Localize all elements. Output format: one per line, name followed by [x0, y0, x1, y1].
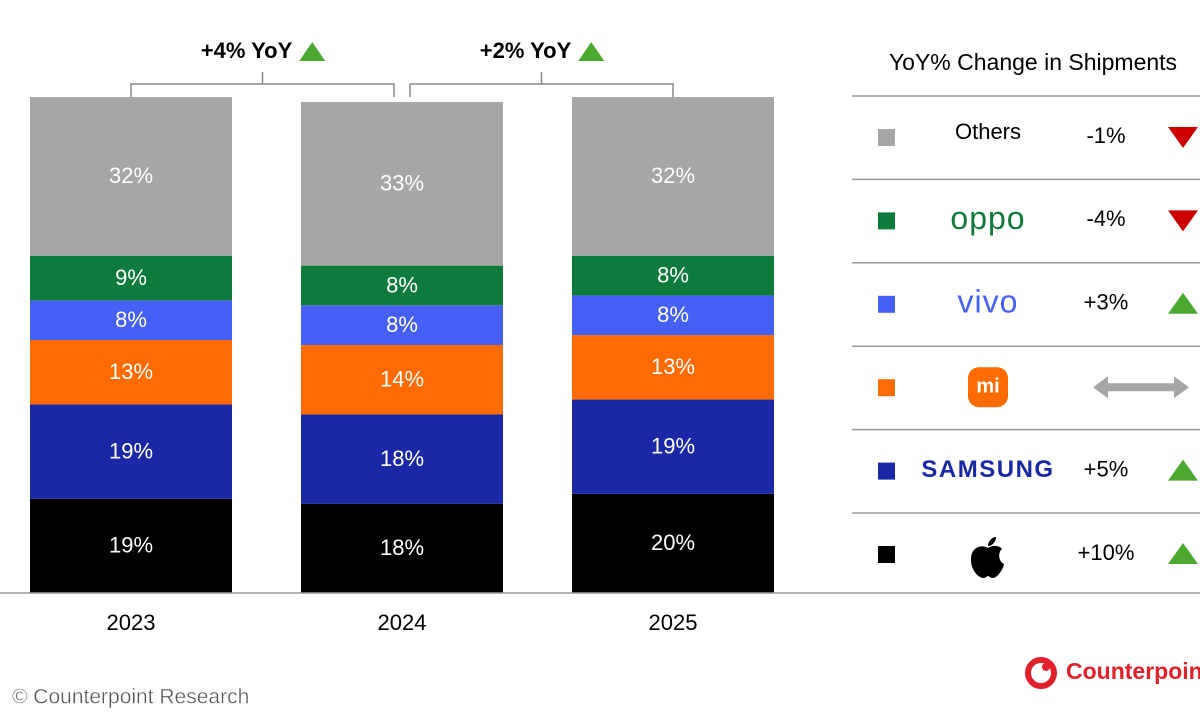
value-label: 19% — [109, 533, 153, 558]
bar-segment — [301, 345, 503, 415]
value-label: 8% — [386, 312, 418, 337]
yoy-label: +10% — [1078, 540, 1135, 565]
value-label: 33% — [380, 171, 424, 196]
bar-segment — [301, 414, 503, 504]
bracket — [409, 72, 674, 97]
brand-icon-dot — [1042, 663, 1050, 671]
bar-segment — [572, 399, 774, 494]
bar-segment — [301, 101, 503, 266]
value-label: 18% — [380, 535, 424, 560]
legend-title: YoY% Change in Shipments — [889, 49, 1177, 75]
legend-swatch — [878, 379, 895, 397]
bar-segment — [572, 493, 774, 593]
annotation-label: +2% YoY — [480, 38, 572, 63]
value-label: 32% — [651, 163, 695, 188]
legend-label: oppo — [950, 200, 1025, 236]
legend-label: mi — [976, 375, 999, 397]
value-label: 19% — [651, 433, 695, 458]
bar-segment — [572, 97, 774, 256]
yoy-arrow — [1168, 459, 1198, 481]
x-tick-label: 2024 — [378, 610, 427, 635]
x-tick-label: 2023 — [107, 610, 156, 635]
yoy-label: -4% — [1086, 206, 1125, 231]
bar-segment — [30, 255, 232, 301]
value-label: 8% — [657, 262, 689, 287]
yoy-label: +5% — [1084, 456, 1129, 481]
brand-name: Counterpoint — [1066, 658, 1200, 684]
legend-swatch — [878, 212, 895, 230]
yoy-arrow — [1168, 210, 1198, 232]
value-label: 9% — [115, 265, 147, 290]
bar-segment — [30, 340, 232, 405]
bar-segment — [30, 498, 232, 593]
copyright: © Counterpoint Research — [12, 686, 249, 709]
value-label: 8% — [657, 302, 689, 327]
legend-label: vivo — [958, 283, 1019, 319]
yoy-arrow — [1168, 543, 1198, 564]
mi-logo-box — [968, 367, 1008, 408]
value-label: 20% — [651, 530, 695, 555]
bar-segment — [301, 503, 503, 593]
yoy-arrow — [1168, 127, 1198, 148]
annotation-label: +4% YoY — [201, 38, 293, 63]
legend-swatch — [878, 129, 895, 146]
no-change-arrow — [1093, 376, 1189, 399]
bar-segment — [572, 255, 774, 296]
annotation-arrow — [299, 42, 326, 61]
value-label: 8% — [115, 307, 147, 332]
legend-label: SAMSUNG — [921, 456, 1054, 483]
value-label: 32% — [109, 163, 153, 188]
value-label: 18% — [380, 446, 424, 471]
bar-segment — [572, 335, 774, 400]
bracket — [130, 72, 395, 97]
yoy-label: +3% — [1084, 290, 1129, 315]
brand-icon — [1025, 657, 1057, 689]
apple-logo — [970, 537, 1004, 578]
bar-segment — [30, 404, 232, 499]
value-label: 13% — [651, 354, 695, 379]
value-label: 13% — [109, 359, 153, 384]
bar-segment — [30, 97, 232, 256]
yoy-arrow — [1168, 292, 1198, 314]
value-label: 19% — [109, 438, 153, 463]
legend-label: Others — [955, 119, 1021, 144]
bar-segment — [30, 300, 232, 341]
yoy-label: -1% — [1086, 123, 1125, 148]
legend-swatch — [878, 295, 895, 313]
bar-segment — [572, 295, 774, 336]
legend-swatch — [878, 546, 895, 563]
bar-segment — [301, 265, 503, 306]
legend-swatch — [878, 462, 895, 480]
value-label: 8% — [386, 272, 418, 297]
bar-segment — [301, 305, 503, 345]
x-tick-label: 2025 — [649, 610, 698, 635]
brand-logo — [1025, 657, 1057, 689]
value-label: 14% — [380, 367, 424, 392]
annotation-arrow — [578, 42, 605, 61]
